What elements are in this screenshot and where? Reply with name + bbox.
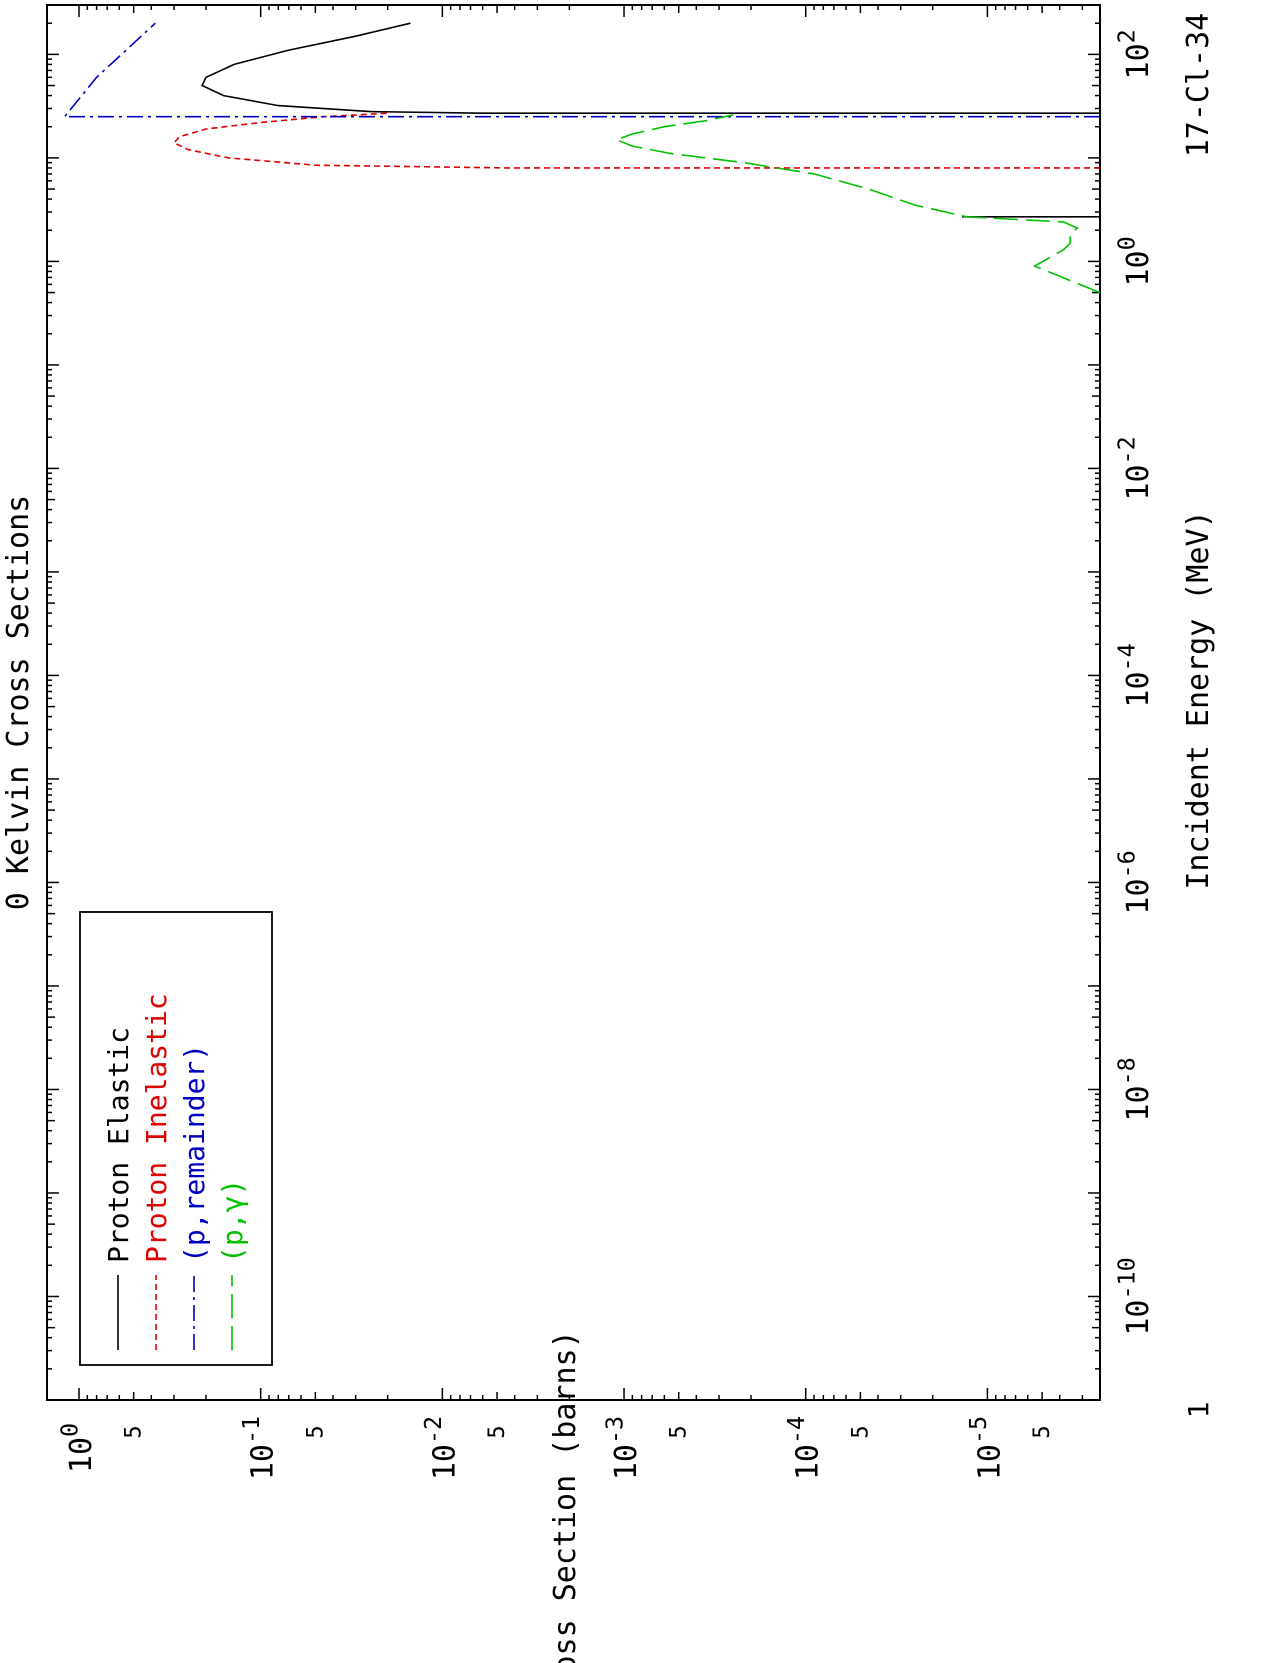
- legend-label-0: Proton Elastic: [102, 1027, 135, 1263]
- svg-text:100: 100: [1113, 236, 1157, 286]
- axis-labels: 10-10 10-8 10-6 10-4 10-2 100 102 1 100 10-1 10-2 1…: [1, 13, 1216, 1663]
- legend-label-1: Proton Inelastic: [140, 993, 173, 1263]
- axis-ticks: [47, 4, 1100, 1401]
- svg-text:10-10: 10-10: [1113, 1257, 1157, 1335]
- svg-text:10-8: 10-8: [1113, 1057, 1157, 1121]
- legend-box: [79, 911, 273, 1366]
- svg-text:10-1: 10-1: [237, 1416, 281, 1480]
- svg-text:10-3: 10-3: [601, 1416, 645, 1480]
- plot-frame: [46, 4, 1101, 1401]
- xs-minor-tick-label: 5: [848, 1425, 873, 1438]
- legend-label-2: (p,remainder): [178, 1044, 211, 1263]
- svg-text:100: 100: [55, 1423, 99, 1473]
- energy-tick-label: 10-10: [1113, 1257, 1157, 1335]
- xs-minor-tick-label: 5: [485, 1425, 510, 1438]
- svg-text:10-4: 10-4: [1113, 643, 1157, 707]
- xs-minor-tick-label: 5: [303, 1425, 328, 1438]
- xs-tick-label: 10-3: [601, 1416, 645, 1480]
- material-id-label: 17-Cl-34: [1181, 13, 1216, 158]
- svg-text:10-2: 10-2: [1113, 436, 1157, 500]
- series-curves: [62, 22, 1101, 294]
- series-line-0-segment-1: [201, 22, 1100, 114]
- xs-axis-title: Cross Section (barns): [548, 1330, 583, 1663]
- xs-minor-tick-label: 5: [667, 1425, 692, 1438]
- energy-axis-title: Incident Energy (MeV): [1181, 510, 1216, 889]
- xs-tick-label: 10-5: [964, 1416, 1008, 1480]
- energy-tick-label: 10-4: [1113, 643, 1157, 707]
- energy-corner-label: 1: [1182, 1402, 1215, 1419]
- xs-tick-label: 10-2: [419, 1416, 463, 1480]
- svg-text:10-4: 10-4: [782, 1416, 826, 1480]
- energy-tick-label: 100: [1113, 236, 1157, 286]
- energy-tick-label: 10-2: [1113, 436, 1157, 500]
- series-line-3-segment-0: [614, 114, 1101, 294]
- svg-text:10-5: 10-5: [964, 1416, 1008, 1480]
- energy-tick-label: 102: [1113, 29, 1157, 79]
- series-line-2-segment-0: [62, 22, 1100, 118]
- legend: Proton Elastic Proton Inelastic (p,remaind…: [79, 911, 273, 1366]
- legend-label-3: (p,γ): [216, 1179, 249, 1263]
- series-line-1-segment-0: [172, 112, 1100, 169]
- svg-text:10-2: 10-2: [419, 1416, 463, 1480]
- xs-tick-label: 10-1: [237, 1416, 281, 1480]
- xs-tick-label: 100: [55, 1423, 99, 1473]
- svg-text:102: 102: [1113, 29, 1157, 79]
- xs-minor-tick-label: 5: [122, 1425, 147, 1438]
- xs-minor-tick-label: 5: [1030, 1425, 1055, 1438]
- energy-tick-label: 10-8: [1113, 1057, 1157, 1121]
- energy-tick-label: 10-6: [1113, 850, 1157, 914]
- rotated-plot: 10-10 10-8 10-6 10-4 10-2 100 102 1 100 10-1 10-2 1…: [1, 4, 1216, 1663]
- xs-tick-label: 10-4: [782, 1416, 826, 1480]
- svg-text:10-6: 10-6: [1113, 850, 1157, 914]
- chart-title: 0 Kelvin Cross Sections: [1, 495, 36, 910]
